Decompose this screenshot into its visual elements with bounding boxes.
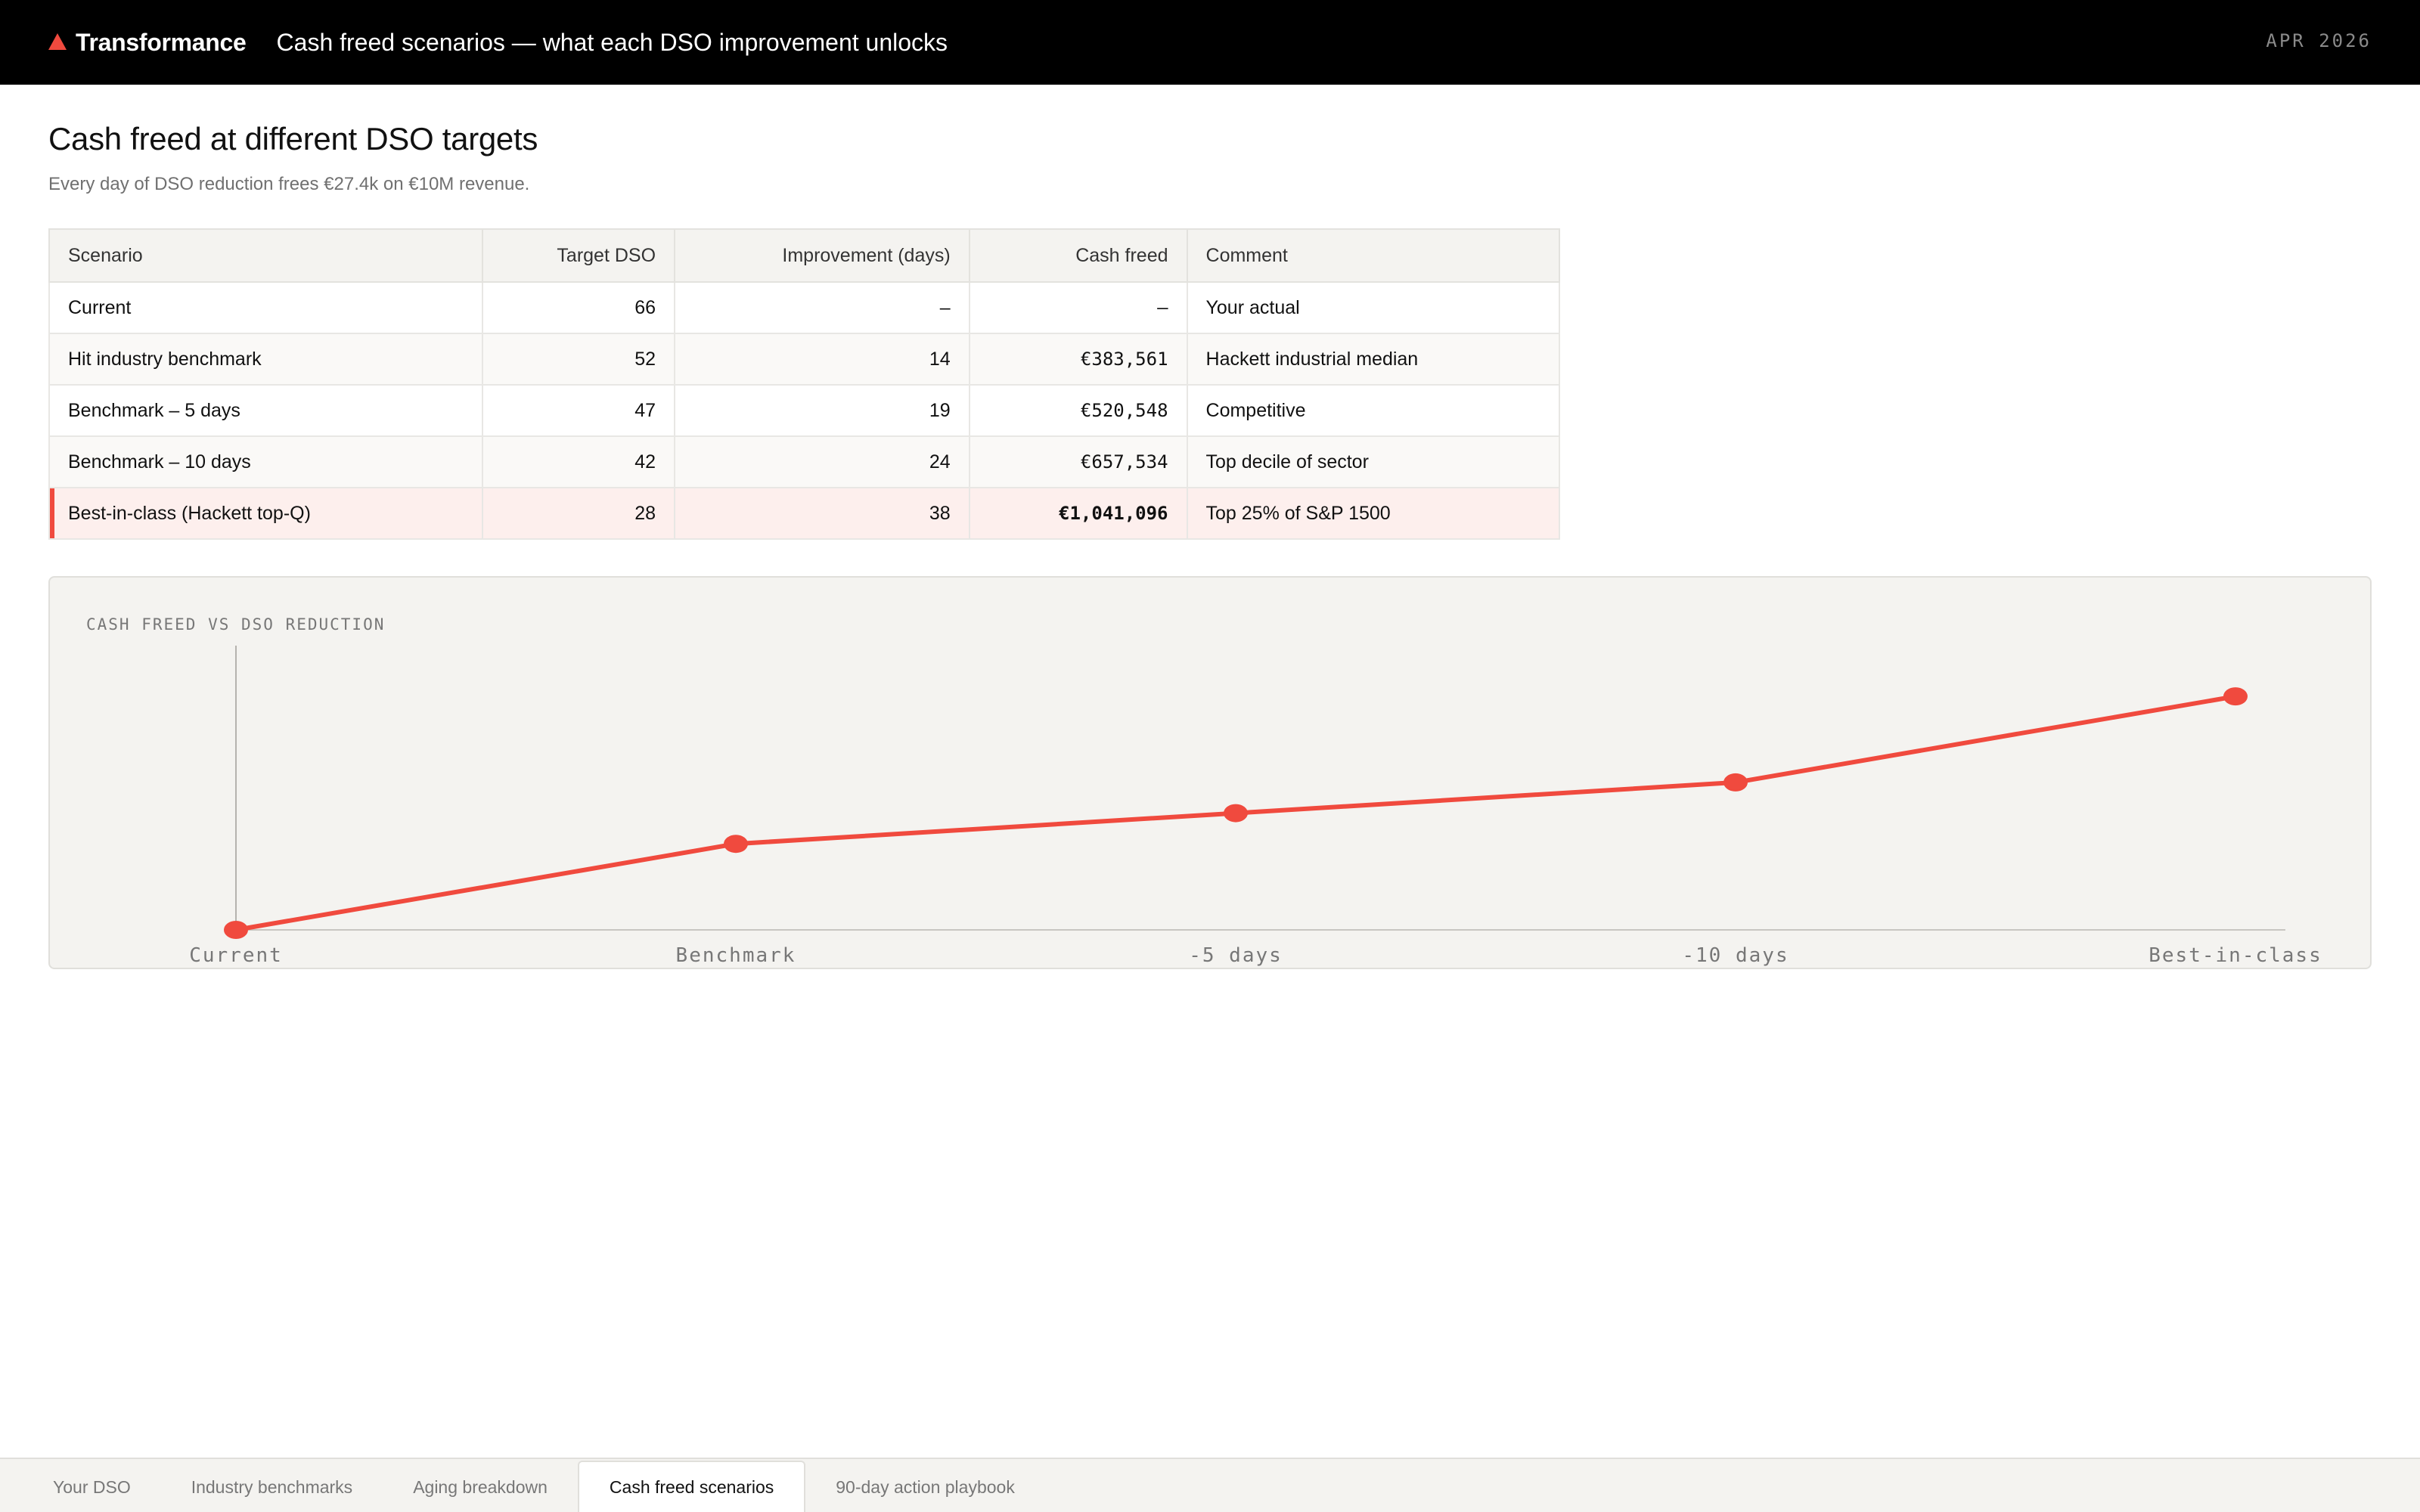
cell-improvement: 14 <box>674 333 970 386</box>
data-point <box>2223 687 2248 706</box>
data-point <box>224 921 248 939</box>
page-title: Cash freed scenarios — what each DSO imp… <box>276 28 948 56</box>
table-row: Benchmark – 5 days 47 19 €520,548 Compet… <box>48 384 1561 437</box>
table-row: Current 66 – – Your actual <box>48 281 1561 334</box>
x-tick-label: Best-in-class <box>2149 944 2322 967</box>
column-header-scenario: Scenario <box>48 228 484 283</box>
cell-target-dso: 28 <box>482 487 676 540</box>
x-tick-label: Benchmark <box>676 944 796 967</box>
cash-freed-line-chart: Current Benchmark -5 days -10 days Best-in-c… <box>189 646 2322 967</box>
triangle-logo-icon <box>48 33 67 50</box>
cell-cash-freed: €520,548 <box>968 384 1188 437</box>
cell-target-dso: 47 <box>482 384 676 437</box>
table-row: Benchmark – 10 days 42 24 €657,534 Top d… <box>48 435 1561 488</box>
tab-bar: Your DSO Industry benchmarks Aging break… <box>0 1458 2420 1512</box>
cell-improvement: 19 <box>674 384 970 437</box>
column-header-cash-freed: Cash freed <box>968 228 1188 283</box>
cell-comment: Top decile of sector <box>1186 435 1561 488</box>
data-point <box>1224 804 1248 823</box>
data-point <box>724 835 748 854</box>
x-tick-label: -5 days <box>1189 944 1283 967</box>
cell-cash-freed: €1,041,096 <box>968 487 1188 540</box>
tab-industry-benchmarks[interactable]: Industry benchmarks <box>191 1476 353 1497</box>
data-point <box>1723 773 1748 792</box>
cell-scenario: Benchmark – 10 days <box>48 435 484 488</box>
cell-cash-freed: €657,534 <box>968 435 1188 488</box>
cell-scenario: Benchmark – 5 days <box>48 384 484 437</box>
cell-improvement: – <box>674 281 970 334</box>
cell-scenario: Current <box>48 281 484 334</box>
brand-name: Transformance <box>76 28 247 56</box>
brand-logo[interactable]: Transformance <box>48 29 247 57</box>
report-date: APR 2026 <box>2266 30 2372 51</box>
cell-scenario: Hit industry benchmark <box>48 333 484 386</box>
cell-target-dso: 66 <box>482 281 676 334</box>
table-header-row: Scenario Target DSO Improvement (days) C… <box>48 228 1561 283</box>
cell-comment: Competitive <box>1186 384 1561 437</box>
chart-card: CASH FREED VS DSO REDUCTION Current Bench… <box>48 576 2372 969</box>
cell-scenario: Best-in-class (Hackett top-Q) <box>48 487 484 540</box>
x-tick-label: -10 days <box>1682 944 1789 967</box>
tab-your-dso[interactable]: Your DSO <box>53 1476 131 1497</box>
cell-target-dso: 42 <box>482 435 676 488</box>
cell-improvement: 24 <box>674 435 970 488</box>
cell-target-dso: 52 <box>482 333 676 386</box>
tab-cash-freed-scenarios[interactable]: Cash freed scenarios <box>577 1461 806 1512</box>
cell-comment: Top 25% of S&P 1500 <box>1186 487 1561 540</box>
chart-title: CASH FREED VS DSO REDUCTION <box>86 615 386 634</box>
cell-comment: Your actual <box>1186 281 1561 334</box>
cell-cash-freed: €383,561 <box>968 333 1188 386</box>
cell-comment: Hackett industrial median <box>1186 333 1561 386</box>
column-header-improvement: Improvement (days) <box>674 228 970 283</box>
table-row-highlighted: Best-in-class (Hackett top-Q) 28 38 €1,0… <box>48 487 1561 540</box>
table-row: Hit industry benchmark 52 14 €383,561 Ha… <box>48 333 1561 386</box>
section-title: Cash freed at different DSO targets <box>48 121 538 156</box>
tab-90-day-action-playbook[interactable]: 90-day action playbook <box>836 1476 1015 1497</box>
top-bar: Transformance Cash freed scenarios — wha… <box>0 0 2420 85</box>
section-subtitle: Every day of DSO reduction frees €27.4k … <box>48 174 530 194</box>
scenarios-table: Scenario Target DSO Improvement (days) C… <box>48 228 1561 540</box>
column-header-target-dso: Target DSO <box>482 228 676 283</box>
x-tick-label: Current <box>189 944 283 967</box>
column-header-comment: Comment <box>1186 228 1561 283</box>
tab-aging-breakdown[interactable]: Aging breakdown <box>413 1476 548 1497</box>
cell-cash-freed: – <box>968 281 1188 334</box>
cell-improvement: 38 <box>674 487 970 540</box>
